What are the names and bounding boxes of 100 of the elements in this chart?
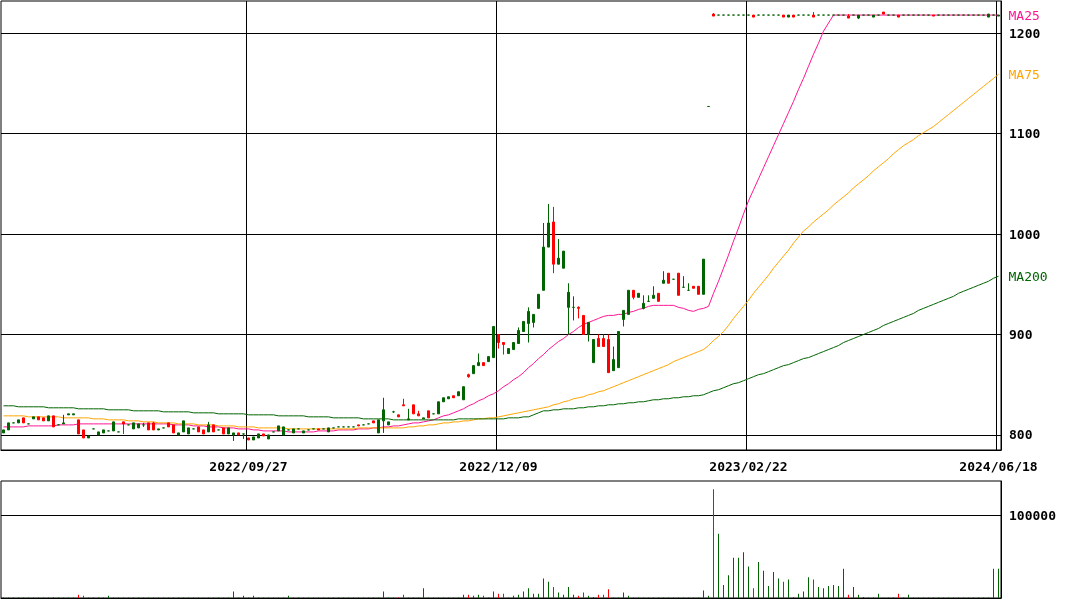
y-tick-label: 1100 (1009, 126, 1041, 142)
candlestick (627, 289, 630, 315)
candlestick (32, 416, 35, 420)
candlestick (787, 14, 790, 18)
candlestick (222, 427, 225, 435)
series-label: MA25 (1008, 7, 1040, 23)
y-tick-label: 1000 (1009, 226, 1041, 242)
candlestick (187, 427, 190, 435)
candlestick (402, 398, 405, 407)
candlestick (582, 314, 585, 335)
candlestick (662, 270, 665, 284)
candlestick (652, 285, 655, 299)
candlestick (457, 391, 460, 397)
candlestick (792, 14, 795, 18)
candlestick (262, 433, 265, 437)
candlestick (2, 429, 5, 434)
candlestick (532, 313, 535, 328)
candlestick (567, 282, 570, 335)
candlestick (237, 432, 240, 436)
candlestick (607, 333, 610, 374)
candlestick (617, 330, 620, 369)
candlestick (417, 410, 420, 417)
candlestick (267, 434, 270, 440)
candlestick (97, 431, 100, 436)
candlestick (62, 414, 65, 425)
candlestick (412, 404, 415, 415)
candlestick (702, 258, 705, 295)
candlestick (177, 432, 180, 436)
candlestick (257, 433, 260, 439)
candlestick (587, 321, 590, 343)
candlestick (167, 422, 170, 428)
candlestick (47, 415, 50, 422)
candlestick (37, 416, 40, 421)
candlestick (557, 238, 560, 265)
candlestick (122, 421, 125, 435)
candlestick (752, 14, 755, 18)
candlestick (857, 14, 860, 20)
candlestick (642, 294, 645, 310)
candlestick (847, 13, 850, 19)
y-tick-label: 100000 (1009, 508, 1057, 524)
candlestick (252, 436, 255, 441)
candlestick (87, 435, 90, 439)
candlestick (152, 421, 155, 431)
candlestick (427, 410, 430, 419)
candlestick (202, 429, 205, 435)
candlestick (692, 285, 695, 289)
candlestick (997, 14, 1000, 17)
candlestick (372, 420, 375, 424)
candlestick (872, 14, 875, 18)
candlestick (282, 426, 285, 436)
candlestick (697, 285, 700, 295)
candlestick (477, 353, 480, 367)
candlestick (357, 424, 360, 427)
candlestick (437, 401, 440, 415)
candlestick (197, 426, 200, 433)
candlestick (462, 386, 465, 401)
candlestick (527, 306, 530, 344)
candlestick (712, 12, 715, 17)
candlestick (932, 14, 935, 17)
candlestick (67, 413, 70, 416)
candlestick (622, 309, 625, 327)
candlestick (987, 13, 990, 18)
series-label: MA200 (1008, 268, 1048, 284)
candlestick (512, 342, 515, 351)
candlestick (157, 428, 160, 431)
candlestick (327, 427, 330, 433)
candlestick (667, 272, 670, 284)
candlestick (577, 305, 580, 319)
candlestick (207, 421, 210, 433)
y-tick-label: 800 (1009, 427, 1033, 443)
candlestick (52, 415, 55, 428)
candlestick (572, 295, 575, 321)
candlestick (227, 427, 230, 435)
candlestick (42, 417, 45, 422)
candlestick (637, 292, 640, 298)
candlestick (517, 326, 520, 345)
candlestick (657, 292, 660, 302)
candlestick (897, 14, 900, 18)
candlestick (7, 422, 10, 431)
candlestick (277, 425, 280, 432)
candlestick (492, 325, 495, 359)
candlestick (72, 413, 75, 416)
candlestick (497, 333, 500, 350)
candlestick (112, 421, 115, 432)
x-tick-label: 2024/06/18 (959, 459, 1038, 474)
x-tick-label: 2022/12/09 (459, 459, 538, 474)
candlestick (182, 420, 185, 433)
y-tick-label: 1200 (1009, 25, 1041, 41)
x-tick-label: 2023/02/22 (709, 459, 788, 474)
candlestick (677, 272, 680, 296)
candlestick (22, 417, 25, 424)
candlestick (882, 11, 885, 15)
candlestick (592, 339, 595, 364)
candlestick (547, 203, 550, 248)
series-label: MA75 (1008, 66, 1040, 82)
candlestick (132, 422, 135, 430)
candlestick (442, 397, 445, 403)
candlestick (292, 428, 295, 434)
candlestick (487, 356, 490, 363)
candlestick (467, 373, 470, 379)
